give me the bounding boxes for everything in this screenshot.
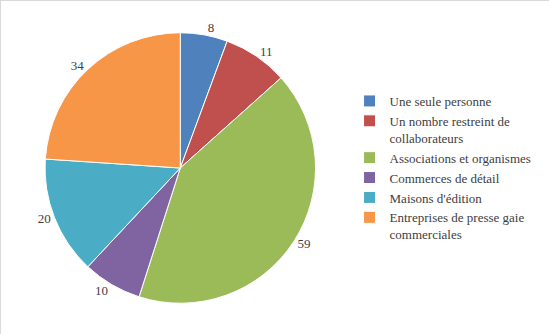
svg-text:8: 8 (208, 20, 215, 35)
svg-text:Entreprises de presse gaiecomm: Entreprises de presse gaiecommerciales (390, 210, 525, 242)
svg-text:59: 59 (298, 236, 311, 251)
svg-text:Une seule personne: Une seule personne (390, 94, 492, 109)
svg-text:Associations et organismes: Associations et organismes (390, 151, 531, 166)
svg-text:Commerces de détail: Commerces de détail (390, 171, 500, 186)
svg-text:Maisons d'édition: Maisons d'édition (390, 191, 483, 206)
svg-text:10: 10 (95, 283, 108, 298)
svg-text:34: 34 (71, 58, 85, 73)
svg-text:Un nombre restreint decollabor: Un nombre restreint decollaborateurs (390, 114, 510, 146)
svg-text:11: 11 (260, 44, 273, 59)
svg-text:20: 20 (38, 211, 51, 226)
